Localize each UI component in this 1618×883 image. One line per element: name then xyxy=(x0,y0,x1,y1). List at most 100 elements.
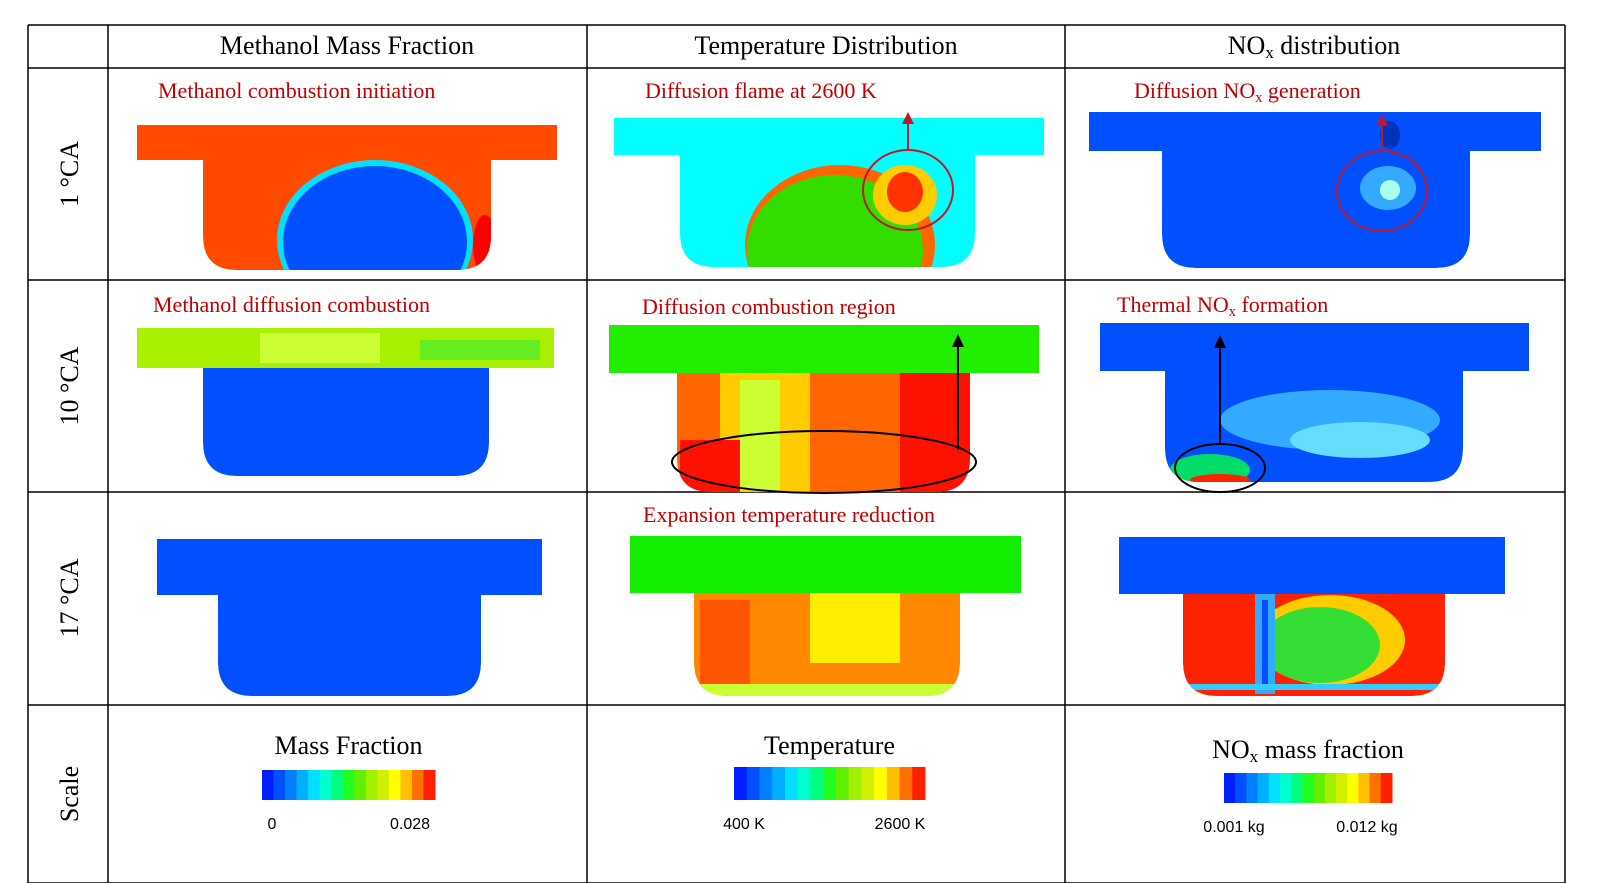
annotation: Methanol diffusion combustion xyxy=(153,292,430,317)
colorbar-step xyxy=(423,770,435,800)
annotation-main: Thermal NO xyxy=(1117,292,1229,317)
contour-band xyxy=(1119,537,1505,594)
colorbar-step xyxy=(836,767,849,800)
contour-region xyxy=(420,340,540,360)
colorbar-step xyxy=(759,767,772,800)
colorbar-step xyxy=(377,770,389,800)
column-header-rest: distribution xyxy=(1274,31,1400,60)
contour-image xyxy=(630,536,1021,696)
colorbar-step xyxy=(747,767,760,800)
annotation: Diffusion combustion region xyxy=(642,294,896,319)
annotation: Expansion temperature reduction xyxy=(643,502,935,527)
scale-title-rest: mass fraction xyxy=(1258,735,1404,764)
colorbar-step xyxy=(285,770,297,800)
colorbar-step xyxy=(343,770,355,800)
colorbar-step xyxy=(861,767,874,800)
contour-region xyxy=(810,593,900,663)
colorbar-step xyxy=(331,770,343,800)
colorbar-step xyxy=(785,767,798,800)
contour-region xyxy=(1183,684,1445,690)
column-header: Temperature Distribution xyxy=(694,31,957,60)
row-label: 1 °CA xyxy=(55,141,84,207)
column-header-main: NO xyxy=(1228,31,1266,60)
contour-region xyxy=(1262,600,1268,690)
contour-band xyxy=(630,536,1021,593)
scale-max: 0.012 kg xyxy=(1336,819,1397,836)
column-header: Methanol Mass Fraction xyxy=(220,31,474,60)
annotation-main: Methanol diffusion combustion xyxy=(153,292,430,317)
annotation-main: Expansion temperature reduction xyxy=(643,502,935,527)
contour-region xyxy=(1260,607,1380,683)
colorbar-step xyxy=(900,767,913,800)
colorbar-step xyxy=(1358,773,1370,803)
annotation: Diffusion NOx generation xyxy=(1134,78,1361,106)
contour-image xyxy=(137,125,557,320)
colorbar-step xyxy=(1291,773,1303,803)
contour-image xyxy=(1089,112,1541,268)
scale-title: Temperature xyxy=(764,731,895,760)
annotation-sub: x xyxy=(1229,304,1236,320)
colorbar-step xyxy=(1325,773,1337,803)
scale-max: 2600 K xyxy=(875,816,926,833)
scale-title-main: Mass Fraction xyxy=(274,731,422,760)
colorbar-step xyxy=(1302,773,1314,803)
scale-title: NOx mass fraction xyxy=(1212,735,1404,766)
colorbar-step xyxy=(400,770,412,800)
annotation-main: Diffusion combustion region xyxy=(642,294,896,319)
scale-max: 0.028 xyxy=(390,816,430,833)
annotation-rest: formation xyxy=(1236,292,1328,317)
colorbar-step xyxy=(849,767,862,800)
annotation: Thermal NOx formation xyxy=(1117,292,1328,320)
row-label: 10 °CA xyxy=(55,346,84,425)
column-header-main: Methanol Mass Fraction xyxy=(220,31,474,60)
scale-title: Mass Fraction xyxy=(274,731,422,760)
scale-title-main: Temperature xyxy=(764,731,895,760)
row-label: Scale xyxy=(55,766,84,822)
contour-region xyxy=(1290,422,1430,458)
scale-min: 0 xyxy=(268,816,277,833)
figure-table: Methanol Mass Fraction Temperature Distri… xyxy=(0,0,1618,883)
scale-title-main: NO xyxy=(1212,735,1250,764)
column-header-main: Temperature Distribution xyxy=(694,31,957,60)
contour-region xyxy=(260,333,380,363)
scale-min: 400 K xyxy=(723,816,765,833)
colorbar-step xyxy=(874,767,887,800)
contour-region xyxy=(700,600,750,690)
colorbar-step xyxy=(1235,773,1247,803)
colorbar-step xyxy=(810,767,823,800)
row-label: 17 °CA xyxy=(55,558,84,637)
contour-image xyxy=(1119,537,1505,696)
contour-region xyxy=(473,215,497,275)
page: Methanol Mass Fraction Temperature Distri… xyxy=(0,0,1618,883)
colorbar-step xyxy=(262,770,274,800)
colorbar-step xyxy=(887,767,900,800)
contour-fill xyxy=(1089,112,1541,268)
colorbar-step xyxy=(798,767,811,800)
colorbar-step xyxy=(1280,773,1292,803)
contour-region xyxy=(1190,474,1250,486)
colorbar-step xyxy=(1314,773,1326,803)
colorbar-step xyxy=(274,770,286,800)
column-header: NOx distribution xyxy=(1228,31,1400,62)
annotation-main: Diffusion flame at 2600 K xyxy=(645,78,877,103)
colorbar-step xyxy=(772,767,785,800)
contour-region xyxy=(694,684,960,696)
colorbar-step xyxy=(366,770,378,800)
colorbar-step xyxy=(734,767,747,800)
annotation: Methanol combustion initiation xyxy=(158,78,435,103)
colorbar-step xyxy=(1246,773,1258,803)
annotation-main: Methanol combustion initiation xyxy=(158,78,435,103)
colorbar-step xyxy=(412,770,424,800)
colorbar-step xyxy=(1224,773,1236,803)
colorbar-step xyxy=(1258,773,1270,803)
colorbar-step xyxy=(1336,773,1348,803)
colorbar-step xyxy=(320,770,332,800)
colorbar-step xyxy=(297,770,309,800)
scale-min: 0.001 kg xyxy=(1203,819,1264,836)
annotation: Diffusion flame at 2600 K xyxy=(645,78,877,103)
colorbar-step xyxy=(912,767,925,800)
contour-fill xyxy=(157,539,542,696)
contour-image xyxy=(137,328,554,476)
contour-image xyxy=(157,539,542,696)
colorbar-step xyxy=(308,770,320,800)
